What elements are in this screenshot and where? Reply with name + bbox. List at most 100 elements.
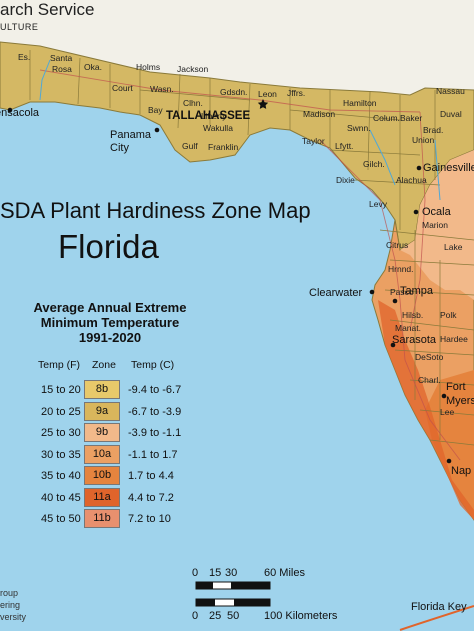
svg-text:Fort: Fort: [446, 381, 466, 393]
neighbor-states: [0, 0, 474, 95]
legend-col-zone: Zone: [92, 359, 116, 371]
svg-text:Lfytt.: Lfytt.: [335, 141, 353, 151]
svg-text:Myers: Myers: [446, 395, 474, 407]
miles-tick-15: 15: [209, 567, 222, 579]
svg-text:Gulf: Gulf: [182, 141, 198, 151]
svg-text:Wasn.: Wasn.: [150, 84, 174, 94]
svg-text:Oka.: Oka.: [84, 62, 102, 72]
svg-text:Hamilton: Hamilton: [343, 98, 377, 108]
svg-text:Union: Union: [412, 135, 434, 145]
legend-heading-line3: 1991-2020: [78, 330, 142, 345]
svg-text:Wakulla: Wakulla: [203, 123, 233, 133]
florida-peninsula-inland: [400, 150, 474, 300]
footer-line2: ering: [0, 600, 21, 610]
km-tick-25: 25: [209, 610, 222, 622]
svg-text:Sarasota: Sarasota: [392, 334, 437, 346]
svg-text:Clearwater: Clearwater: [309, 287, 363, 299]
legend-row: 40 to 45 11a 4.4 to 7.2: [0, 487, 200, 510]
legend-row: 30 to 35 10a -1.1 to 1.7: [0, 444, 200, 467]
legend-temp-c: -3.9 to -1.1: [128, 427, 182, 439]
svg-text:Jackson: Jackson: [177, 64, 208, 74]
svg-text:Citrus: Citrus: [386, 240, 408, 250]
svg-text:Pasco: Pasco: [390, 287, 414, 297]
agency-name: arch Service: [0, 0, 95, 19]
legend-zone-swatch: 8b: [84, 380, 120, 399]
svg-text:Baker: Baker: [400, 113, 422, 123]
svg-text:Nassau: Nassau: [436, 86, 465, 96]
svg-text:Alachua: Alachua: [396, 175, 427, 185]
legend-temp-f: 40 to 45: [41, 491, 81, 504]
legend-zone-swatch: 9a: [84, 401, 120, 421]
svg-text:TALLAHASSEE: TALLAHASSEE: [166, 110, 250, 122]
svg-text:Santa: Santa: [50, 53, 72, 63]
svg-text:Nap: Nap: [451, 465, 471, 477]
legend-row: 45 to 50 11b 7.2 to 10: [0, 509, 200, 531]
svg-text:Clhn.: Clhn.: [183, 98, 203, 108]
svg-text:Polk: Polk: [440, 310, 457, 320]
miles-tick-60: 60 Miles: [264, 567, 305, 579]
svg-text:Panama: Panama: [110, 129, 152, 141]
footer-line3: versity: [0, 612, 27, 622]
svg-text:Gilch.: Gilch.: [363, 159, 385, 169]
legend-heading-line2: Minimum Temperature: [40, 315, 180, 330]
footer-line1: roup: [0, 588, 19, 598]
svg-text:Bay: Bay: [148, 105, 163, 115]
svg-text:Colum.: Colum.: [373, 113, 400, 123]
legend-temp-f: 45 to 50: [41, 513, 81, 525]
svg-text:Hilsb.: Hilsb.: [402, 310, 423, 320]
svg-text:Gainesville: Gainesville: [423, 162, 474, 174]
legend-zone-swatch: 10b: [84, 466, 120, 485]
svg-text:Ocala: Ocala: [422, 206, 452, 218]
legend-temp-c: 4.4 to 7.2: [128, 491, 174, 504]
svg-text:ensacola: ensacola: [0, 107, 40, 119]
svg-text:DeSoto: DeSoto: [415, 352, 444, 362]
legend-temp-c: -9.4 to -6.7: [128, 384, 182, 396]
county-lines: [29, 50, 474, 446]
svg-text:Lee: Lee: [440, 407, 454, 417]
svg-text:Court: Court: [112, 83, 133, 93]
legend-row: 25 to 30 9b -3.9 to -1.1: [0, 423, 200, 445]
svg-text:Brad.: Brad.: [423, 125, 443, 135]
svg-text:Dixie: Dixie: [336, 175, 355, 185]
svg-text:Madison: Madison: [303, 109, 335, 119]
state-name: Florida: [58, 228, 159, 265]
legend-col-temp-f: Temp (F): [38, 359, 80, 371]
svg-text:City: City: [110, 142, 129, 154]
svg-text:Levy: Levy: [369, 199, 388, 209]
svg-text:Hardee: Hardee: [440, 334, 468, 344]
legend-temp-f: 25 to 30: [41, 427, 81, 439]
svg-text:Rosa: Rosa: [52, 64, 72, 74]
svg-text:Swnn.: Swnn.: [347, 123, 371, 133]
legend-row: 15 to 20 8b -9.4 to -6.7: [0, 380, 200, 402]
svg-text:Holms: Holms: [136, 62, 160, 72]
svg-text:Manat.: Manat.: [395, 323, 421, 333]
legend-heading-line1: Average Annual Extreme: [33, 300, 187, 315]
roads: [39, 69, 461, 461]
legend-temp-f: 20 to 25: [41, 405, 81, 418]
florida-keys-label: Florida Key: [411, 601, 467, 613]
km-tick-100: 100 Kilometers: [264, 610, 338, 622]
legend-zone-swatch: 11b: [84, 509, 120, 528]
legend-temp-c: -1.1 to 1.7: [128, 448, 178, 461]
scale-bar: [195, 581, 271, 607]
svg-text:Gdsdn.: Gdsdn.: [220, 87, 247, 97]
svg-text:Charl.: Charl.: [418, 375, 441, 385]
svg-text:Taylor: Taylor: [302, 136, 325, 146]
legend-temp-f: 15 to 20: [41, 384, 81, 396]
legend-zone-swatch: 11a: [84, 487, 120, 507]
miles-tick-0: 0: [192, 567, 199, 579]
legend-zone-swatch: 10a: [84, 444, 120, 464]
svg-text:Jffrs.: Jffrs.: [287, 88, 305, 98]
rivers: [39, 59, 441, 201]
miles-tick-30: 30: [225, 567, 238, 579]
svg-text:Lake: Lake: [444, 242, 463, 252]
legend-zone-swatch: 9b: [84, 423, 120, 442]
km-tick-50: 50: [227, 610, 240, 622]
legend-col-temp-c: Temp (C): [131, 359, 175, 371]
florida-south: [425, 370, 474, 520]
svg-text:Es.: Es.: [18, 52, 30, 62]
svg-text:Duval: Duval: [440, 109, 462, 119]
